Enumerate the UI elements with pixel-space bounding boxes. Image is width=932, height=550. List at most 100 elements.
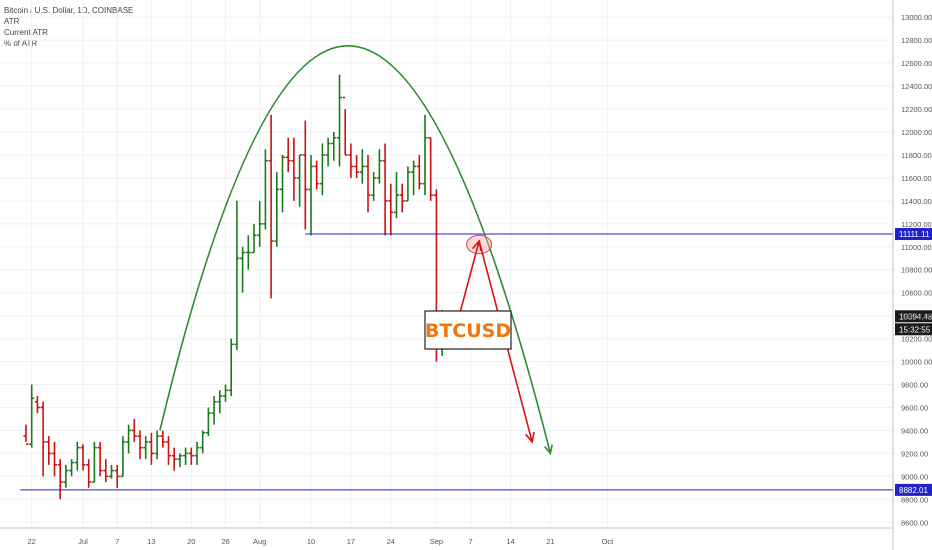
watermark-text: BTCUSD <box>425 320 511 342</box>
x-tick-label: 22 <box>28 537 36 546</box>
y-tick-label: 9200.00 <box>901 449 928 458</box>
ohlc-bar <box>177 453 183 468</box>
ohlc-bar <box>183 447 189 465</box>
ohlc-bar <box>109 464 114 479</box>
y-tick-label: 11600.00 <box>901 174 932 183</box>
ohlc-bar <box>228 338 234 396</box>
ohlc-bar <box>285 137 291 173</box>
x-tick-label: 20 <box>187 537 195 546</box>
ohlc-bar <box>308 154 314 236</box>
ohlc-bar <box>245 235 251 270</box>
level-badge <box>895 228 932 241</box>
ohlc-bar <box>137 430 143 460</box>
ohlc-bar <box>428 136 434 201</box>
ohlc-bar <box>40 401 46 477</box>
x-tick-label: Sep <box>430 537 443 546</box>
x-tick-label: 13 <box>147 537 155 546</box>
y-tick-label: 9000.00 <box>901 472 928 481</box>
ohlc-bar <box>297 154 303 207</box>
y-tick-label: 12400.00 <box>901 82 932 91</box>
y-tick-label: 10400.00 <box>901 312 932 321</box>
ohlc-bar <box>205 407 211 437</box>
legend-atr: ATR <box>4 17 20 26</box>
x-tick-label: Jul <box>78 537 88 546</box>
ohlc-bar <box>257 200 263 247</box>
ohlc-bar <box>348 143 354 178</box>
ohlc-bar <box>337 74 342 167</box>
y-tick-label: 12000.00 <box>901 128 932 137</box>
ohlc-bar <box>120 436 126 478</box>
x-tick-label: 10 <box>307 537 315 546</box>
y-tick-label: 13000.00 <box>901 13 932 22</box>
arrow-up <box>458 240 480 316</box>
ohlc-bar <box>405 166 411 202</box>
ohlc-bar <box>211 396 217 425</box>
ohlc-bar <box>200 430 206 454</box>
ohlc-bar <box>86 459 92 488</box>
parabola-arc <box>159 45 552 454</box>
ohlc-bar <box>223 384 228 402</box>
ohlc-bar <box>46 436 52 465</box>
y-tick-label: 11800.00 <box>901 151 932 160</box>
y-tick-label: 11400.00 <box>901 197 932 206</box>
ohlc-bar <box>388 183 394 236</box>
current-price-label: 10394.48 <box>899 312 932 321</box>
ohlc-bar <box>74 441 80 471</box>
ohlc-bars <box>23 74 445 500</box>
y-tick-label: 12600.00 <box>901 59 932 68</box>
legend-title: Bitcoin / U.S. Dollar, 1D, COINBASE <box>4 6 134 15</box>
ohlc-bar <box>103 459 109 483</box>
y-tick-label: 11200.00 <box>901 220 932 229</box>
x-tick-label: 14 <box>506 537 514 546</box>
x-tick-label: Aug <box>253 537 266 546</box>
y-tick-label: 10200.00 <box>901 335 932 344</box>
y-tick-label: 12800.00 <box>901 36 932 45</box>
y-tick-label: 9600.00 <box>901 403 928 412</box>
y-tick-label: 9400.00 <box>901 426 928 435</box>
ohlc-bar <box>91 441 97 483</box>
arrow-down-head <box>525 431 535 444</box>
ohlc-bar <box>131 418 137 442</box>
y-tick-label: 10600.00 <box>901 289 932 298</box>
ohlc-bar <box>262 149 268 230</box>
countdown-badge <box>895 323 932 336</box>
ohlc-bar <box>382 143 388 236</box>
watermark-box <box>424 310 512 350</box>
ohlc-bar <box>240 246 246 293</box>
ohlc-bar <box>154 430 160 460</box>
y-tick-label: 10000.00 <box>901 358 932 367</box>
ohlc-bar <box>302 120 308 230</box>
ohlc-bar <box>234 200 240 351</box>
ohlc-bar <box>394 172 399 219</box>
ohlc-bar <box>325 137 331 167</box>
ohlc-bar <box>126 424 132 454</box>
watermark: BTCUSD <box>424 310 512 350</box>
x-tick-label: 26 <box>221 537 229 546</box>
ohlc-bar <box>399 183 405 213</box>
ohlc-bar <box>416 154 422 190</box>
ohlc-bar <box>291 137 297 201</box>
ohlc-bar <box>69 459 75 477</box>
ohlc-bar <box>194 441 200 465</box>
ohlc-bar <box>376 149 382 184</box>
ohlc-bar <box>217 390 223 414</box>
ohlc-bar <box>274 172 280 247</box>
legend-current-atr: Current ATR <box>4 28 48 37</box>
ohlc-bar <box>160 430 166 448</box>
grid <box>0 0 893 528</box>
level-badge-label: 11111.11 <box>899 230 930 239</box>
ohlc-bar <box>365 154 371 213</box>
ohlc-bar <box>268 114 274 299</box>
level-badge <box>895 483 932 496</box>
ohlc-bar <box>359 149 365 184</box>
ohlc-bar <box>319 143 325 196</box>
countdown-label: 15:32:55 <box>899 325 931 334</box>
ohlc-bar <box>80 444 86 471</box>
ohlc-bar <box>148 432 154 465</box>
chart-legend: Bitcoin / U.S. Dollar, 1D, COINBASE ATR … <box>4 5 133 49</box>
ohlc-bar <box>280 154 285 213</box>
ohlc-bar <box>57 459 63 500</box>
x-tick-label: 7 <box>469 537 473 546</box>
